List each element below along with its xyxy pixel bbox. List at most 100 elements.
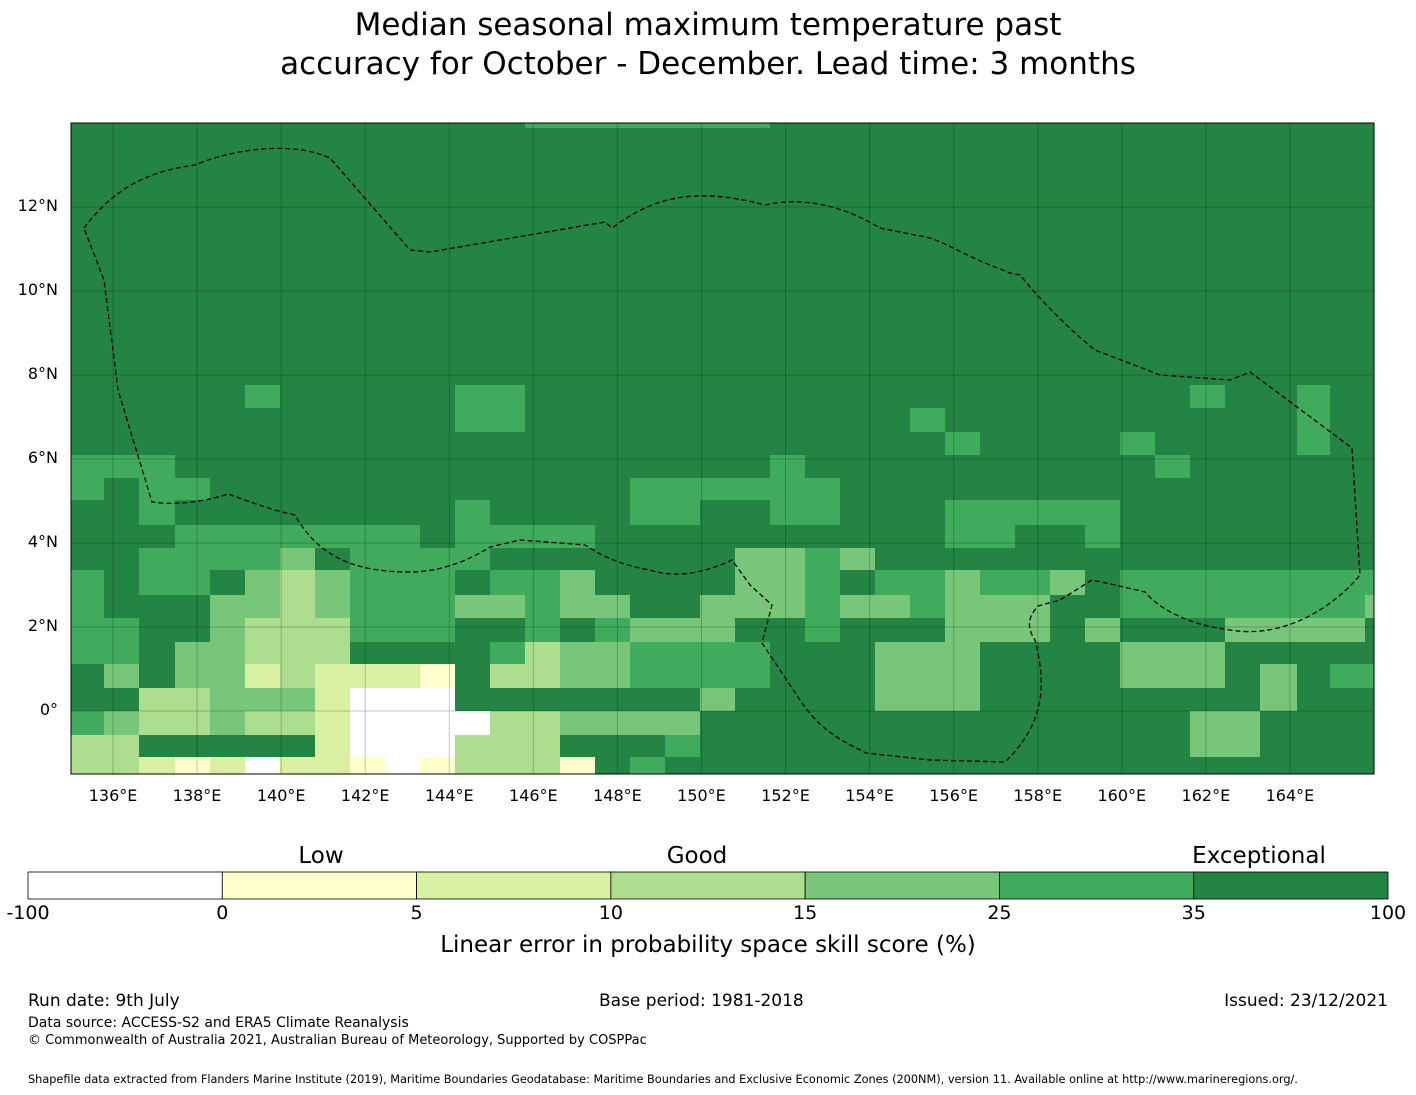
longitude-tick-label: 152°E	[761, 786, 810, 805]
colorbar-swatch	[999, 871, 1195, 900]
skill-cell	[875, 642, 980, 688]
skill-cell	[210, 711, 245, 735]
latitude-tick-label: 8°N	[27, 364, 58, 383]
skill-cell	[665, 735, 700, 757]
skill-cell	[139, 711, 210, 735]
skill-cell	[1330, 664, 1374, 688]
base-period: Base period: 1981-2018	[599, 991, 804, 1011]
skill-cell	[280, 664, 315, 688]
skill-cell	[700, 688, 735, 711]
skill-cell	[490, 711, 560, 774]
skill-cell	[175, 525, 385, 548]
category-exceptional: Exceptional	[1192, 843, 1326, 869]
category-good: Good	[666, 843, 728, 869]
skill-cell	[210, 688, 315, 711]
longitude-tick-label: 162°E	[1181, 786, 1231, 805]
skill-cell	[525, 642, 560, 664]
skill-cell	[980, 570, 1050, 595]
skill-cell	[875, 688, 980, 711]
skill-cell	[315, 688, 350, 774]
map-frame	[70, 122, 1375, 775]
skill-cell	[770, 478, 840, 525]
colorbar-title: Linear error in probability space skill …	[440, 932, 976, 958]
skill-cell	[1050, 595, 1120, 618]
longitude-tick-label: 136°E	[88, 786, 138, 805]
skill-cell	[560, 570, 595, 618]
longitude-tick-label: 140°E	[256, 786, 306, 805]
skill-cell	[280, 570, 315, 618]
skill-cell	[71, 711, 104, 735]
longitude-tick-label: 148°E	[593, 786, 642, 805]
skill-cell	[1155, 455, 1190, 478]
skill-cell	[350, 757, 385, 774]
category-low: Low	[298, 843, 344, 869]
skill-cell	[210, 548, 280, 570]
skill-cell	[700, 595, 735, 642]
skill-cell	[104, 711, 139, 735]
longitude-tick-label: 156°E	[929, 786, 978, 805]
colorbar-swatch	[1193, 871, 1389, 900]
longitude-tick-label: 164°E	[1265, 786, 1315, 805]
skill-cell	[840, 595, 875, 618]
skill-cell	[700, 642, 770, 688]
data-source: Data source: ACCESS-S2 and ERA5 Climate …	[28, 1015, 409, 1031]
colorbar-swatch	[416, 871, 612, 900]
skill-cell	[875, 570, 945, 595]
title-line-2: accuracy for October - December. Lead ti…	[280, 46, 1136, 82]
skill-cell	[139, 478, 175, 525]
skill-cell	[840, 735, 875, 774]
latitude-tick-label: 2°N	[27, 616, 58, 635]
colorbar-tick-label: 25	[987, 902, 1012, 924]
longitude-tick-label: 142°E	[340, 786, 390, 805]
latitude-tick-label: 12°N	[17, 196, 58, 215]
longitude-tick-label: 138°E	[172, 786, 222, 805]
skill-cell	[455, 548, 490, 570]
longitude-tick-label: 160°E	[1097, 786, 1147, 805]
skill-cell	[840, 548, 875, 570]
colorbar-tick-label: 5	[410, 902, 423, 924]
colorbar-tick-label: 10	[598, 902, 623, 924]
skill-cell	[980, 642, 1050, 664]
skill-cell	[420, 664, 455, 688]
run-date: Run date: 9th July	[28, 991, 180, 1011]
colorbar-boxes	[27, 871, 1389, 900]
skill-cell	[700, 478, 770, 500]
skill-cell	[385, 525, 420, 548]
skill-cell	[770, 757, 805, 774]
skill-cell	[490, 664, 560, 688]
skill-cell	[1050, 664, 1085, 688]
skill-cell	[71, 664, 104, 688]
skill-cell	[490, 525, 595, 548]
skill-cell	[525, 123, 770, 128]
chart-title: Median seasonal maximum temperature past…	[0, 6, 1416, 84]
skill-cell	[210, 757, 245, 774]
skill-cell	[525, 570, 560, 642]
skill-cell	[490, 642, 525, 664]
skill-cell	[1190, 385, 1225, 408]
skill-cell	[71, 735, 139, 774]
skill-cell	[595, 618, 630, 642]
skill-cell	[980, 711, 1050, 735]
skill-cell	[1120, 642, 1225, 688]
issued-date: Issued: 23/12/2021	[1224, 991, 1388, 1011]
skill-cell	[280, 757, 315, 774]
skill-cell	[71, 500, 139, 525]
skill-cell	[1225, 618, 1365, 642]
skill-cell	[175, 757, 210, 774]
skill-cell	[630, 757, 665, 774]
colorbar-tick-label: 15	[793, 902, 818, 924]
colorbar-tick-label: 0	[216, 902, 229, 924]
skill-cell	[245, 757, 280, 774]
skill-cell	[245, 570, 280, 618]
skill-cell	[560, 642, 630, 688]
skill-cell	[840, 525, 945, 548]
skill-cell	[1085, 618, 1120, 642]
skill-cell	[1155, 757, 1225, 774]
colorbar-swatch	[804, 871, 1000, 900]
skill-cell	[1120, 570, 1374, 618]
latitude-tick-label: 10°N	[17, 280, 58, 299]
skill-cell	[1260, 664, 1297, 711]
skill-cell	[1120, 432, 1155, 455]
